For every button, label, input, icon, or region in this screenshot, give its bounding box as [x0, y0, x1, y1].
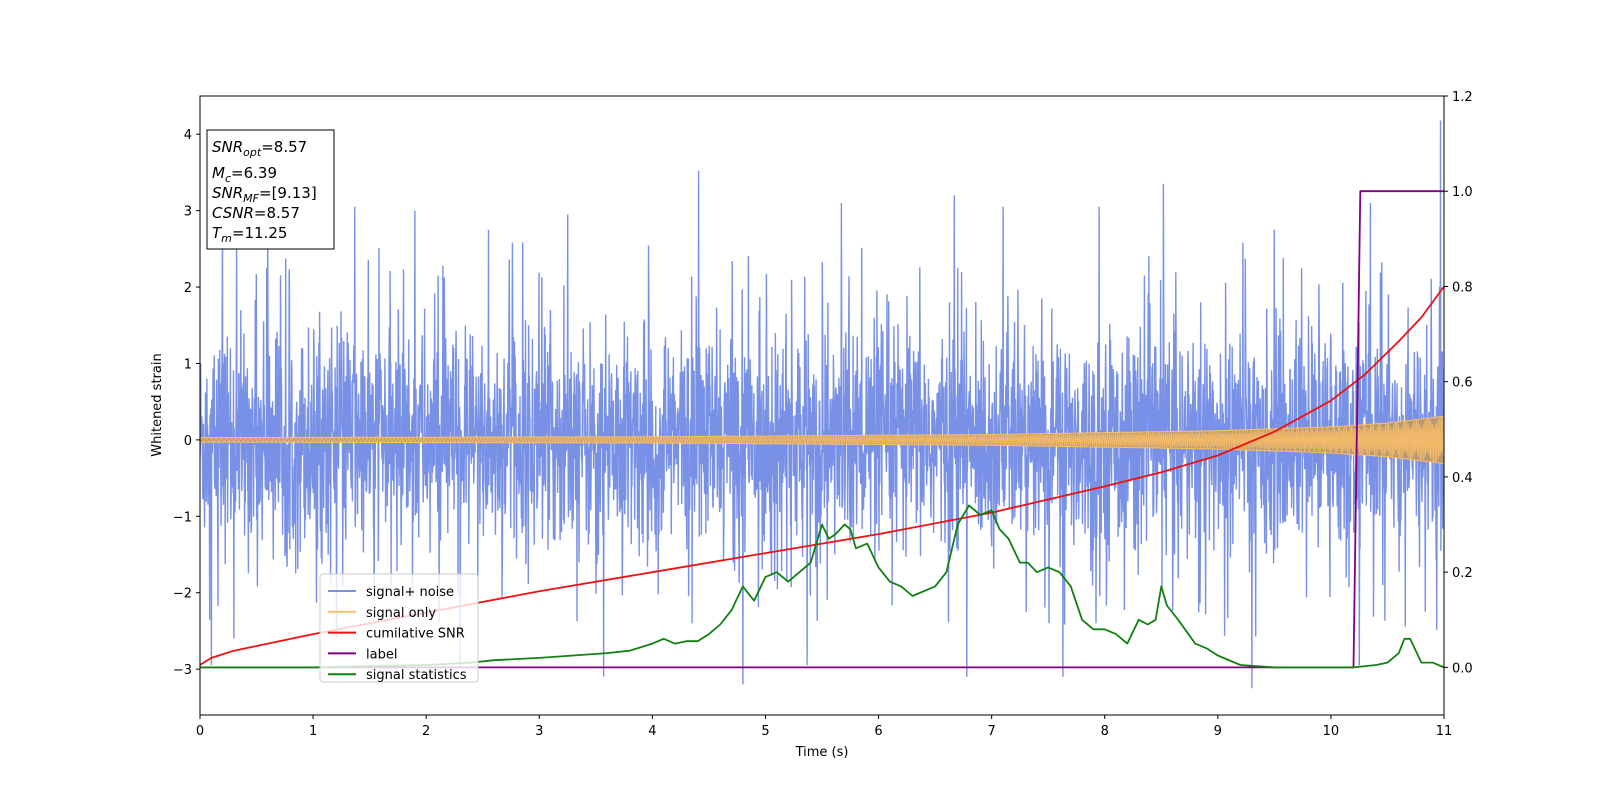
x-axis-ticks: 0 1 2 3 4 5 6 7 8 9 10 11: [196, 715, 1452, 739]
series-line-signal-noise: [200, 120, 1444, 689]
x-tick-label: 11: [1436, 724, 1453, 739]
y-left-tick-label: −3: [173, 663, 192, 678]
plot-frame: [199, 95, 1445, 716]
plot-data: [200, 120, 1444, 689]
y-right-tick-label: 0.2: [1452, 566, 1473, 581]
x-tick-label: 4: [648, 724, 656, 739]
legend-label: signal statistics: [366, 668, 467, 683]
series-line-signal-only: [200, 416, 1444, 463]
legend-label: cumilative SNR: [366, 627, 465, 642]
y-left-tick-label: 1: [184, 357, 192, 372]
y-right-tick-label: 1.2: [1452, 90, 1473, 105]
x-tick-label: 6: [874, 724, 882, 739]
y-left-tick-label: −2: [173, 587, 192, 602]
legend-label: signal+ noise: [366, 585, 454, 600]
info-box-line: CSNR=8.57: [212, 204, 300, 222]
x-tick-label: 8: [1101, 724, 1109, 739]
y-left-tick-label: 3: [184, 205, 192, 220]
y-right-tick-label: 0.0: [1452, 661, 1473, 676]
legend: signal+ noise signal only cumilative SNR la…: [319, 573, 479, 683]
y-axis-left-label: Whitened strain: [150, 353, 165, 456]
x-tick-label: 2: [422, 724, 430, 739]
y-right-tick-label: 0.4: [1452, 471, 1473, 486]
legend-label: label: [366, 647, 397, 662]
y-left-tick-label: 2: [184, 281, 192, 296]
series-line-signal-statistics: [200, 504, 1444, 669]
x-tick-label: 3: [535, 724, 543, 739]
info-box-line: Tm=11.25: [212, 224, 287, 245]
series-line-label: [200, 190, 1444, 669]
y-left-tick-label: 4: [184, 128, 192, 143]
y-left-tick-label: 0: [184, 434, 192, 449]
x-tick-label: 1: [309, 724, 317, 739]
info-box-line: SNRMF=[9.13]: [212, 184, 317, 205]
legend-label: signal only: [366, 606, 436, 621]
y-axis-left-ticks: 4 3 2 1 0 −1 −2 −3: [173, 128, 200, 678]
info-box-frame: [206, 129, 335, 250]
y-right-tick-label: 1.0: [1452, 185, 1473, 200]
x-tick-label: 9: [1214, 724, 1222, 739]
info-box-line: Mc=6.39: [212, 164, 277, 185]
legend-frame: [319, 573, 479, 683]
x-tick-label: 7: [987, 724, 995, 739]
info-box-line: SNRopt=8.57: [212, 138, 307, 159]
y-axis-right-ticks: 1.2 1.0 0.8 0.6 0.4 0.2 0.0: [1444, 90, 1473, 676]
series-line-cumilative-snr: [200, 285, 1444, 666]
y-right-tick-label: 0.6: [1452, 376, 1473, 391]
y-right-tick-label: 0.8: [1452, 280, 1473, 295]
x-axis-label: Time (s): [795, 745, 849, 760]
y-left-tick-label: −1: [173, 510, 192, 525]
x-tick-label: 5: [761, 724, 769, 739]
x-tick-label: 0: [196, 724, 204, 739]
x-tick-label: 10: [1323, 724, 1340, 739]
